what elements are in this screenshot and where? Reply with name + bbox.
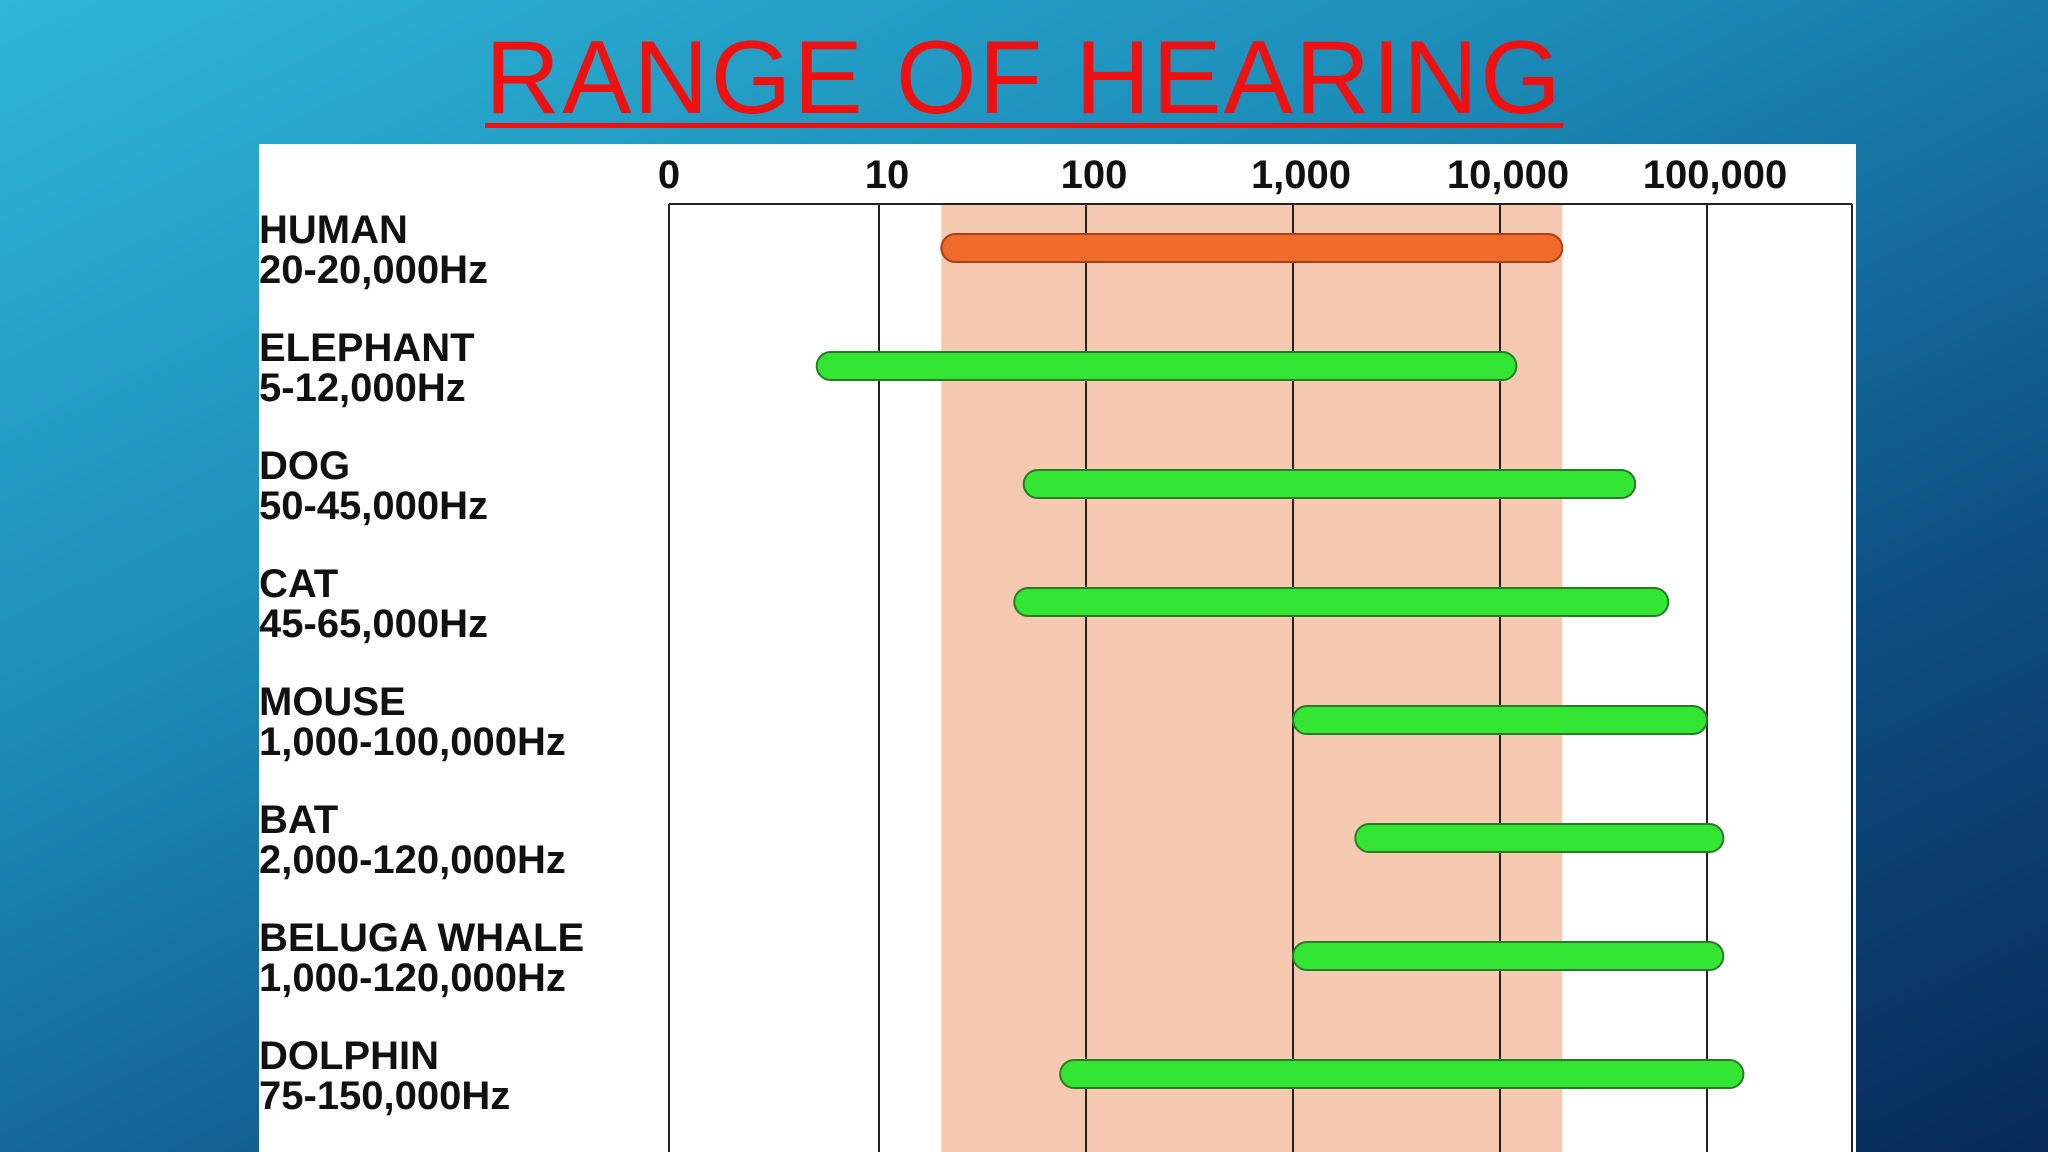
x-tick-label: 1,000 xyxy=(1251,153,1351,197)
x-tick-label: 100,000 xyxy=(1643,153,1788,197)
row-label: DOG 50-45,000Hz xyxy=(259,446,488,526)
x-tick-label: 10 xyxy=(865,153,910,197)
hearing-range-label: 20-20,000Hz xyxy=(259,248,489,292)
hearing-range-label: 1,000-100,000Hz xyxy=(259,720,566,764)
range-bar-dog xyxy=(1022,469,1637,499)
range-bar-dolphin xyxy=(1059,1059,1745,1089)
row-label: DOLPHIN 75-150,000Hz xyxy=(259,1036,510,1116)
animal-name: ELEPHANT xyxy=(259,326,475,370)
row-label: MOUSE 1,000-100,000Hz xyxy=(259,682,566,762)
animal-name: BELUGA WHALE xyxy=(259,916,585,960)
hearing-range-label: 50-45,000Hz xyxy=(259,484,489,528)
hearing-range-label: 75-150,000Hz xyxy=(259,1074,511,1118)
chart-panel: 0 10 100 1,000 10,000 100,000 HUMAN 20-20,000H… xyxy=(259,144,1856,1152)
hearing-range-label: 5-12,000Hz xyxy=(259,366,466,410)
row-label: BELUGA WHALE 1,000-120,000Hz xyxy=(259,918,584,998)
animal-name: DOLPHIN xyxy=(259,1034,439,1078)
range-bar-mouse xyxy=(1292,705,1708,735)
hearing-range-label: 45-65,000Hz xyxy=(259,602,489,646)
row-label: CAT 45-65,000Hz xyxy=(259,564,488,644)
x-tick-label: 0 xyxy=(658,153,680,197)
hearing-range-label: 2,000-120,000Hz xyxy=(259,838,566,882)
row-label: BAT 2,000-120,000Hz xyxy=(259,800,566,880)
range-bar-bat xyxy=(1354,823,1725,853)
animal-name: MOUSE xyxy=(259,680,406,724)
animal-name: DOG xyxy=(259,444,351,488)
human-range-band xyxy=(941,204,1563,1152)
row-label: ELEPHANT 5-12,000Hz xyxy=(259,328,475,408)
animal-name: BAT xyxy=(259,798,339,842)
slide-title: RANGE OF HEARING xyxy=(485,20,1563,136)
hearing-range-chart: 0 10 100 1,000 10,000 100,000 xyxy=(658,153,1853,1152)
animal-name: HUMAN xyxy=(259,208,408,252)
range-bar-human xyxy=(940,233,1564,263)
row-label: HUMAN 20-20,000Hz xyxy=(259,210,488,290)
x-tick-label: 100 xyxy=(1061,153,1128,197)
hearing-range-label: 1,000-120,000Hz xyxy=(259,956,566,1000)
range-bar-elephant xyxy=(815,351,1518,381)
range-bar-cat xyxy=(1013,587,1670,617)
animal-name: CAT xyxy=(259,562,339,606)
x-tick-label: 10,000 xyxy=(1447,153,1569,197)
range-bar-beluga-whale xyxy=(1292,941,1725,971)
